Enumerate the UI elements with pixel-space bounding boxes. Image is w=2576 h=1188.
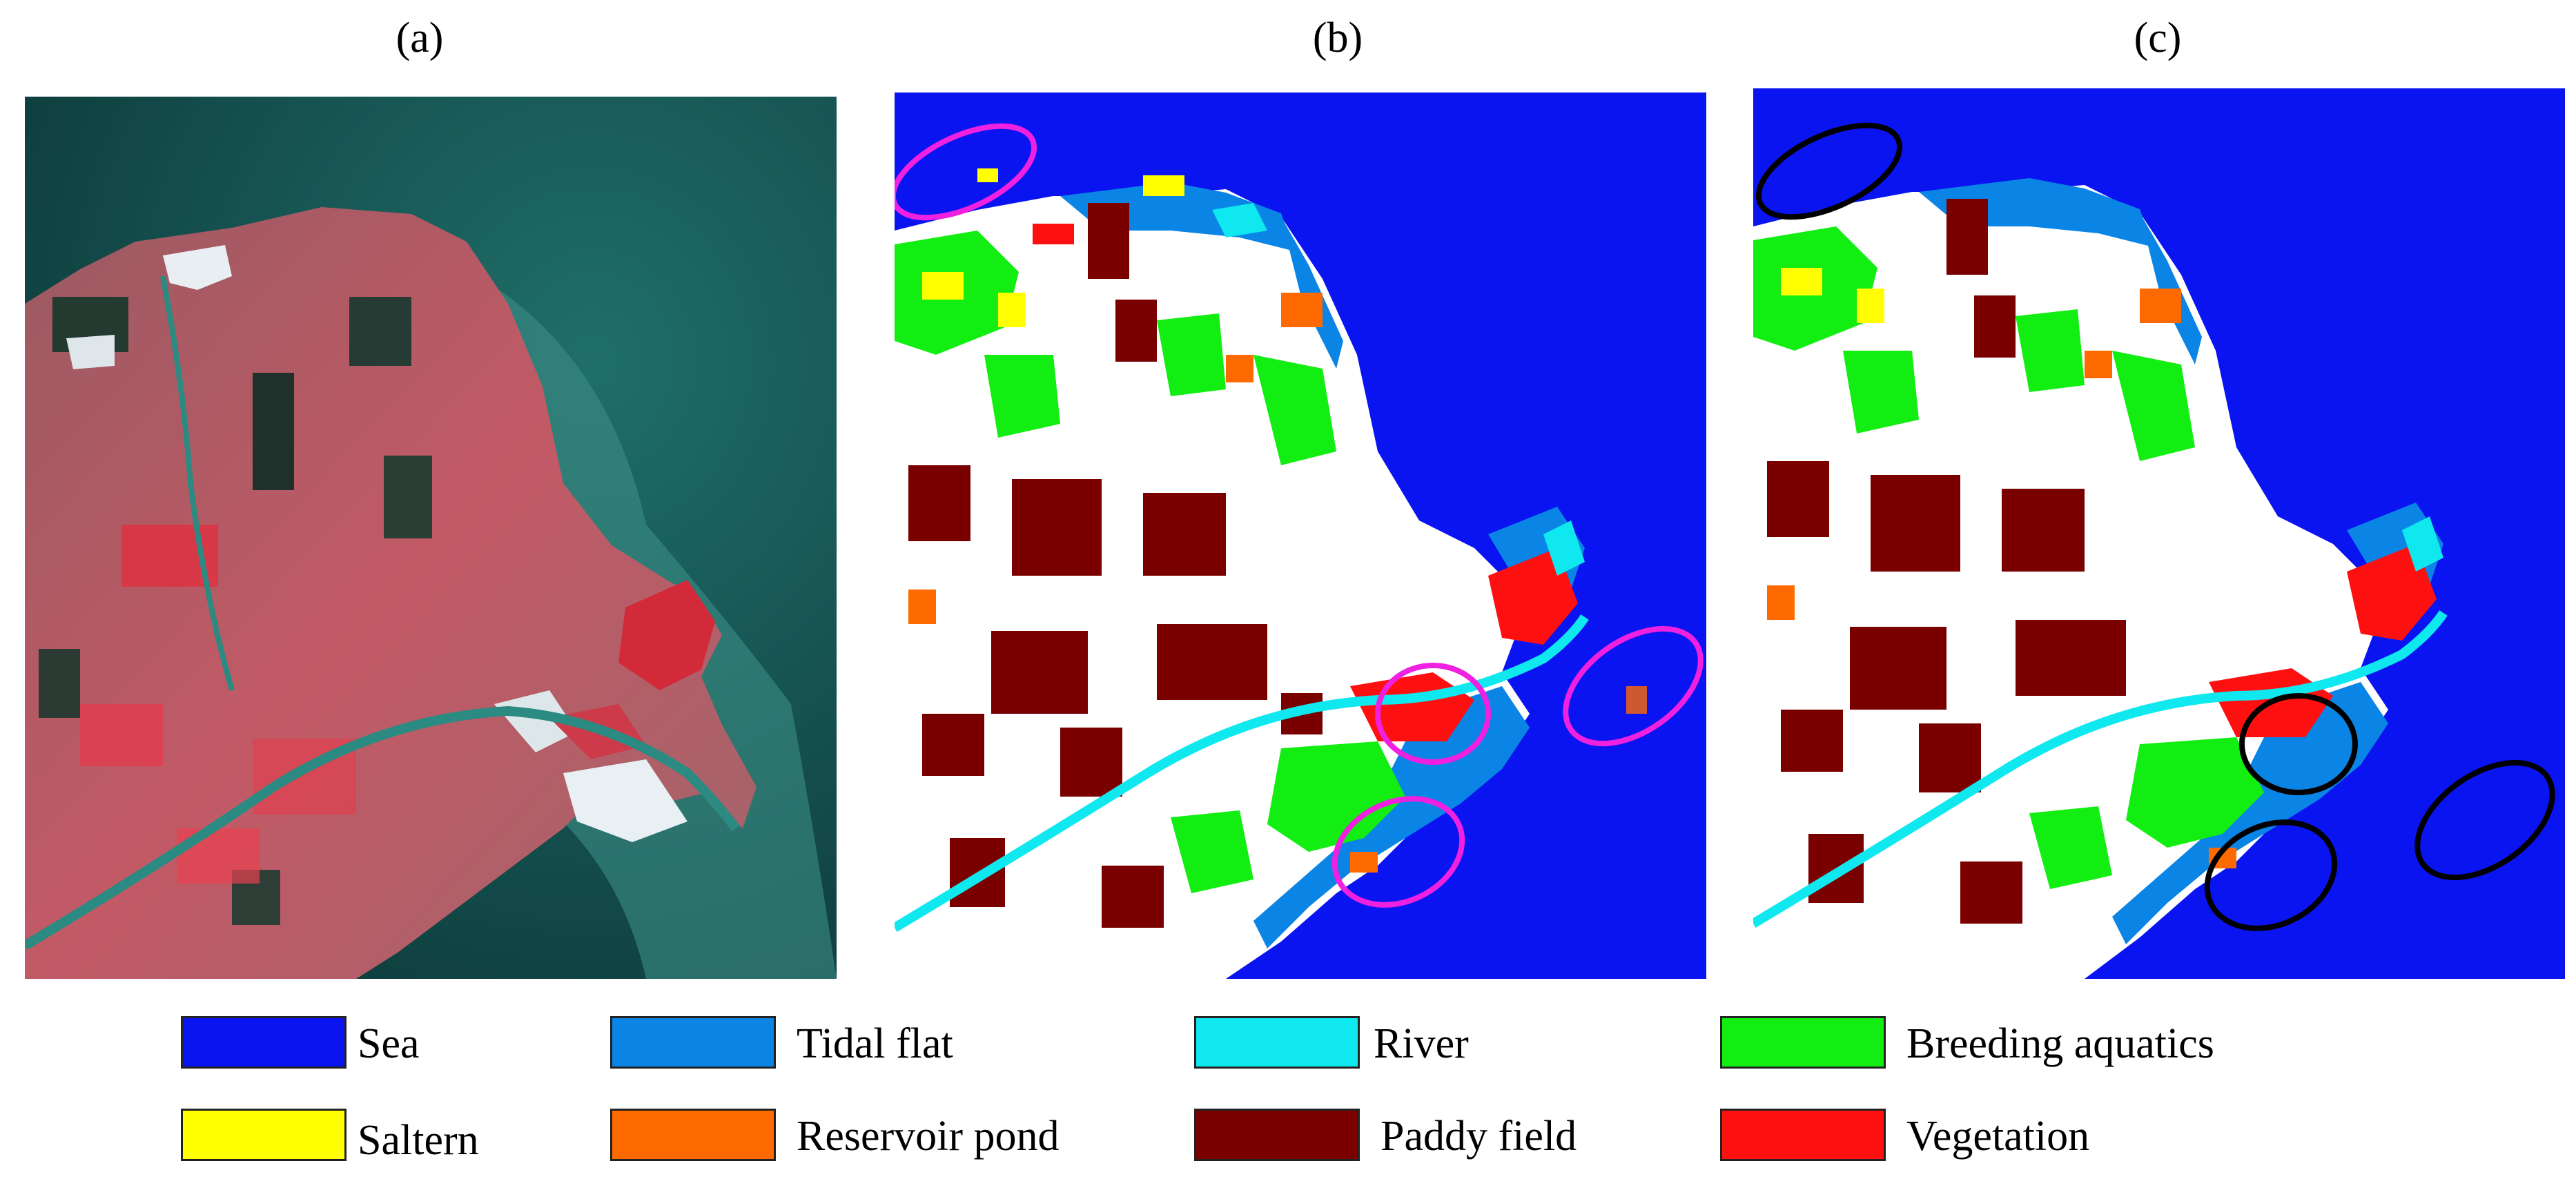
legend-swatch-tidal-flat [610, 1016, 776, 1069]
legend-swatch-river [1194, 1016, 1360, 1069]
satellite-image [25, 97, 837, 979]
legend-swatch-vegetation [1720, 1109, 1886, 1161]
legend-label-reservoir-pond: Reservoir pond [797, 1113, 1060, 1160]
legend-label-paddy-field: Paddy field [1380, 1113, 1577, 1160]
panel-label-a: (a) [396, 14, 444, 61]
legend-label-tidal-flat: Tidal flat [797, 1020, 953, 1067]
legend-label-breeding-aquatics: Breeding aquatics [1906, 1020, 2214, 1067]
legend-swatch-reservoir-pond [610, 1109, 776, 1161]
legend-swatch-saltern [181, 1109, 347, 1161]
legend-label-saltern: Saltern [358, 1117, 479, 1164]
panel-label-b: (b) [1312, 14, 1363, 61]
legend-label-vegetation: Vegetation [1906, 1113, 2090, 1160]
legend-swatch-breeding-aquatics [1720, 1016, 1886, 1069]
legend-label-sea: Sea [358, 1020, 420, 1067]
legend-swatch-sea [181, 1016, 347, 1069]
classification-map-c [1753, 88, 2565, 979]
legend-swatch-paddy-field [1194, 1109, 1360, 1161]
legend-label-river: River [1374, 1020, 1469, 1067]
panel-label-c: (c) [2134, 14, 2182, 61]
classification-map-b [895, 92, 1706, 979]
